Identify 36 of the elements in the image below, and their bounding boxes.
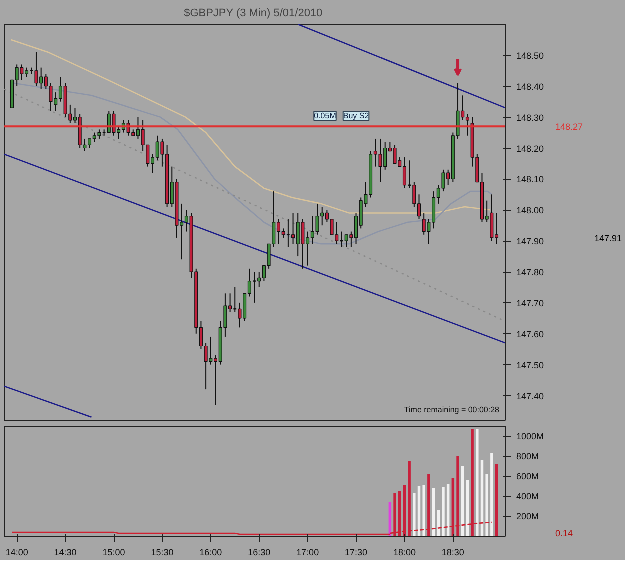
candlestick [252, 272, 257, 304]
y-tick-label: 147.70 [516, 298, 544, 308]
x-tick-label: 14:30 [54, 548, 77, 558]
y-tick-label: 148.40 [516, 82, 544, 92]
y-tick-label: 148.50 [516, 50, 544, 61]
x-tick-label: 17:30 [345, 548, 368, 558]
x-tick-label: 16:00 [200, 548, 222, 558]
annotation: 0.05M [314, 112, 337, 121]
y-tick-label: 147.60 [516, 329, 544, 340]
y-tick-label: 148.30 [516, 112, 544, 123]
line-series [10, 39, 491, 214]
y-tick-label: 148.10 [516, 174, 544, 185]
x-tick-label: 15:00 [102, 548, 126, 558]
x-tick-label: 15:30 [151, 548, 174, 558]
y-tick-label: 800M [516, 452, 540, 462]
ref-line-label: 148.27 [556, 122, 584, 132]
y-tick-label: 147.40 [516, 391, 544, 402]
y-tick-label: 147.80 [516, 268, 544, 278]
y-tick-label: 147.50 [516, 360, 544, 370]
y-tick-label: 147.90 [516, 236, 544, 247]
x-tick-label: 18:00 [393, 548, 416, 558]
y-tick-label: 600M [516, 472, 540, 482]
y-tick-label: 400M [516, 492, 540, 502]
x-tick-label: 16:30 [248, 548, 271, 558]
text: 0.14 [556, 528, 574, 539]
line-series [12, 82, 493, 245]
y-tick-label: 148.00 [516, 206, 544, 216]
x-tick-label: 17:00 [296, 548, 320, 558]
chart-title: $GBPJPY (3 Min) 5/01/2010 [184, 8, 323, 20]
x-tick-label: 18:30 [442, 548, 464, 558]
y-tick-label: 148.20 [516, 144, 544, 154]
y-tick-label: 1000M [516, 432, 544, 442]
annotation: Time remaining = 00:00:28 [404, 406, 500, 414]
y-tick-label: 200M [516, 512, 540, 522]
x-tick-label: 14:00 [6, 548, 28, 558]
text: 147.91 [594, 233, 622, 244]
